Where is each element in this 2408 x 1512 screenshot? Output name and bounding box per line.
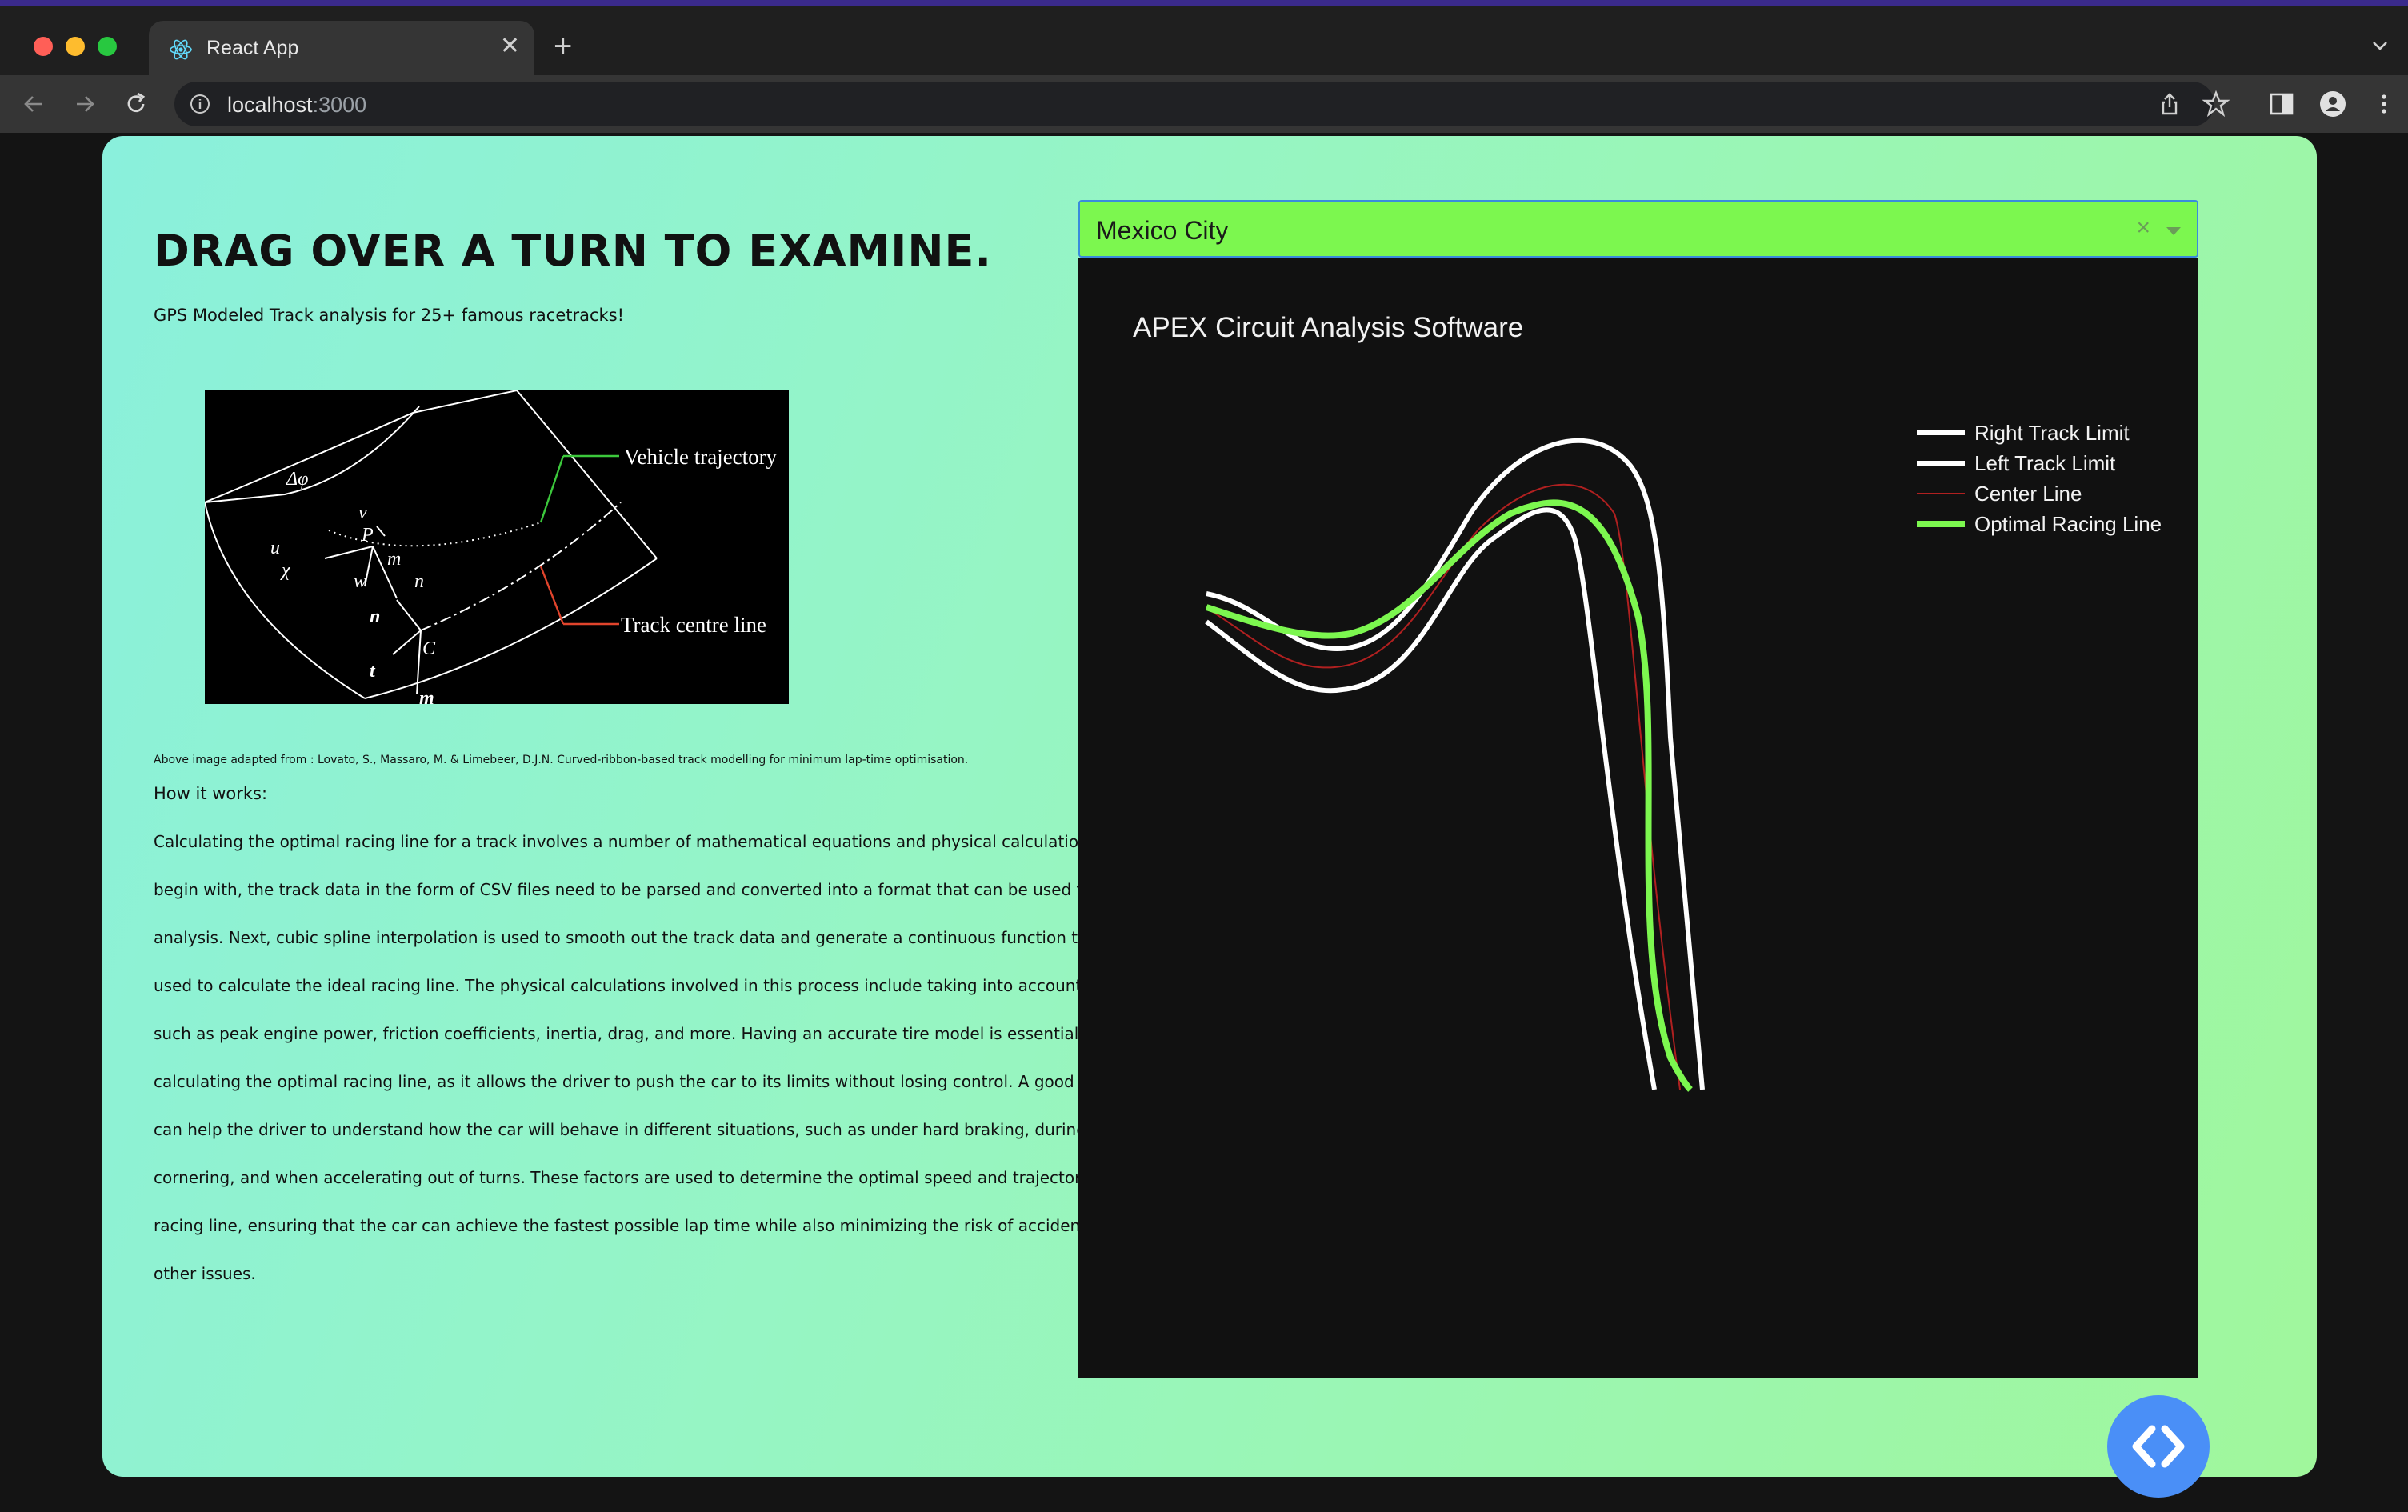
navigation-bar: localhost:3000 (0, 75, 2408, 133)
diagram-vehicle-trajectory (328, 522, 542, 547)
browser-tab[interactable]: React App ✕ (149, 21, 534, 77)
share-icon[interactable] (2155, 90, 2184, 118)
diagram-symbol-u: u (270, 538, 280, 558)
diagram-symbol-n-upper: n (414, 571, 424, 592)
page-subtitle: GPS Modeled Track analysis for 25+ famou… (154, 306, 625, 325)
diagram-symbol-v: v (358, 502, 367, 523)
legend-swatch-left-track-limit (1917, 461, 1965, 466)
maximize-window-button[interactable] (98, 37, 117, 56)
plot-legend: Right Track Limit Left Track Limit Cente… (1917, 418, 2162, 539)
legend-label-left-track-limit: Left Track Limit (1974, 450, 2116, 475)
browser-menu-icon[interactable] (2370, 90, 2398, 118)
tab-bar: React App ✕ + (0, 6, 2408, 77)
diagram-label-centre: Track centre line (621, 613, 766, 637)
diagram-surface-bottom (364, 558, 658, 699)
diagram-surface-left (205, 502, 366, 699)
code-toggle-button[interactable] (2107, 1395, 2210, 1498)
react-logo-icon (170, 39, 192, 60)
legend-item-right-track-limit[interactable]: Right Track Limit (1917, 418, 2162, 448)
site-info-icon[interactable] (189, 93, 211, 115)
diagram-symbol-m-lower: m (419, 688, 434, 704)
trajectory-label-leader-b (539, 455, 565, 523)
main-card: DRAG OVER A TURN TO EXAMINE. GPS Modeled… (102, 136, 2317, 1477)
legend-item-center-line[interactable]: Center Line (1917, 478, 2162, 509)
new-tab-button[interactable]: + (554, 29, 573, 64)
how-it-works-text: Calculating the optimal racing line for … (154, 832, 1163, 1283)
diagram-symbol-delta-phi: Δφ (286, 469, 308, 490)
back-arrow-icon[interactable] (19, 90, 48, 118)
url-text[interactable]: localhost:3000 (227, 93, 366, 118)
diagram-surface-top (205, 406, 420, 503)
dropdown-arrow-icon[interactable] (2166, 227, 2181, 235)
diagram-symbol-m-upper: m (387, 549, 401, 570)
diagram-symbol-c: C (422, 638, 436, 659)
diagram-surface-right (516, 390, 658, 559)
legend-swatch-right-track-limit (1917, 430, 1965, 435)
diagram-symbol-p: P (361, 525, 374, 546)
track-plot-canvas[interactable] (1078, 258, 2198, 1378)
legend-label-right-track-limit: Right Track Limit (1974, 420, 2130, 445)
address-bar[interactable]: localhost:3000 (174, 82, 2214, 126)
reload-icon[interactable] (122, 90, 150, 118)
how-it-works-heading: How it works: (154, 784, 268, 803)
track-select[interactable]: Mexico City × (1078, 200, 2198, 258)
url-host: localhost (227, 93, 313, 117)
close-window-button[interactable] (34, 37, 53, 56)
center-line (1206, 483, 1681, 1090)
profile-avatar-icon[interactable] (2318, 90, 2347, 118)
legend-label-optimal-racing-line: Optimal Racing Line (1974, 511, 2162, 536)
diagram-centre-line (420, 502, 622, 631)
bookmark-star-icon[interactable] (2202, 90, 2230, 118)
diagram-symbol-n-lower: n (370, 606, 380, 627)
diagram-symbol-w: w (354, 571, 366, 592)
optimal-racing-line (1205, 499, 1693, 1092)
track-select-value: Mexico City (1096, 216, 1229, 245)
plot-title: APEX Circuit Analysis Software (1133, 312, 1524, 343)
forward-arrow-icon[interactable] (70, 90, 99, 118)
page-title: DRAG OVER A TURN TO EXAMINE. (154, 226, 992, 276)
legend-label-center-line: Center Line (1974, 481, 2082, 506)
tab-title: React App (206, 37, 299, 59)
legend-item-optimal-racing-line[interactable]: Optimal Racing Line (1917, 509, 2162, 539)
track-plot[interactable]: APEX Circuit Analysis Software Right Tra… (1078, 258, 2198, 1378)
right-track-limit-line (1206, 438, 1705, 1090)
code-brackets-icon (2132, 1425, 2185, 1468)
centre-label-leader-b (539, 566, 565, 625)
url-port: :3000 (312, 93, 367, 117)
side-panel-icon[interactable] (2267, 90, 2296, 118)
clear-selection-icon[interactable]: × (2136, 214, 2150, 241)
minimize-window-button[interactable] (66, 37, 85, 56)
diagram-symbol-t: t (370, 661, 376, 682)
diagram-outer-edge-top (205, 390, 518, 503)
tab-close-icon[interactable]: ✕ (499, 33, 520, 59)
figure-caption: Above image adapted from : Lovato, S., M… (154, 754, 969, 766)
legend-swatch-center-line (1917, 493, 1965, 494)
window-top-accent (0, 0, 2408, 6)
page-viewport: DRAG OVER A TURN TO EXAMINE. GPS Modeled… (0, 133, 2408, 1512)
left-track-limit-line (1205, 507, 1657, 1090)
track-model-diagram: Vehicle trajectory Track centre line Δφ … (205, 390, 789, 704)
diagram-label-trajectory: Vehicle trajectory (624, 445, 778, 469)
diagram-symbol-chi: χ (280, 560, 291, 581)
tab-search-chevron-icon[interactable] (2370, 35, 2390, 56)
legend-item-left-track-limit[interactable]: Left Track Limit (1917, 448, 2162, 478)
legend-swatch-optimal-racing-line (1917, 521, 1965, 527)
